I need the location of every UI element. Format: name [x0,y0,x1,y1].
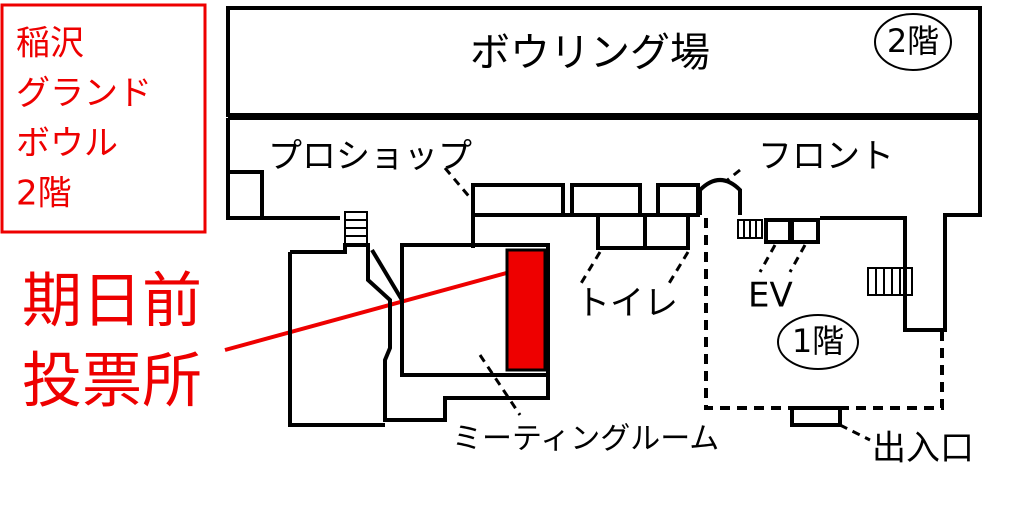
floor-label: 2階 [887,22,939,60]
callout: 期日前 投票所 [22,267,202,417]
sidebar-box [0,3,207,234]
room [656,183,700,217]
room [226,170,264,220]
pro-shop-room [471,183,565,217]
front-label: フロント [758,137,894,177]
floor-label: 1階 [792,322,844,360]
meeting-room-label: ミーティングルーム [452,422,719,457]
floor-badge [777,314,859,370]
elevator [764,218,792,244]
room [570,183,642,217]
leaders [443,167,871,442]
sidebar-line: ボウル [16,124,118,164]
entrance-label: 出入口 [872,429,974,469]
ev-label: EV [748,276,793,316]
toilet-room [643,213,690,250]
callout-line: 投票所 [22,347,202,417]
toilet-label: トイレ [576,284,678,324]
pro-shop-label: プロショップ [268,137,472,177]
labels: プロショップ フロント トイレ EV 出入口 [268,137,974,469]
floor-badge [874,13,952,71]
sidebar: 稲沢 グランド ボウル 2階 [16,24,152,214]
toilet-room [596,213,647,250]
sidebar-line: 2階 [16,174,72,214]
sidebar-line: 稲沢 [16,24,84,64]
meeting-wing [288,243,550,427]
callout-line: 期日前 [22,267,202,337]
callout-line-pointer [224,270,511,352]
front-desk [698,178,742,215]
voting-place [505,248,547,372]
elevator [790,218,820,244]
entrance-door [790,406,842,427]
bowling-label: ボウリング場 [470,30,710,76]
bowling-area [226,6,982,117]
sidebar-line: グランド [16,74,152,114]
stairs [344,211,913,296]
